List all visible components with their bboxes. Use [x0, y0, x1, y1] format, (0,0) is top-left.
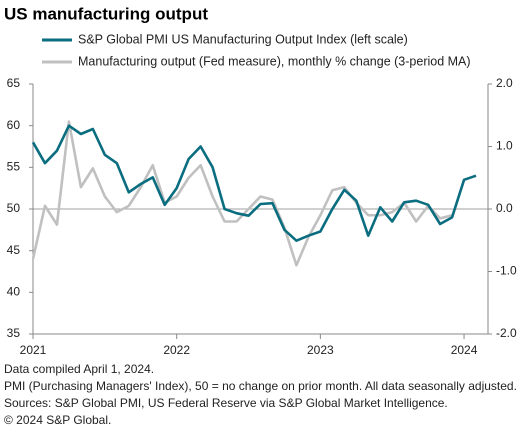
x-tick-label: 2023 — [307, 343, 334, 357]
chart-title: US manufacturing output — [4, 4, 208, 23]
y2-tick-label: 0.0 — [496, 201, 513, 215]
legend-label: S&P Global PMI US Manufacturing Output I… — [78, 32, 408, 46]
x-tick-label: 2022 — [163, 343, 190, 357]
x-tick-label: 2024 — [451, 343, 478, 357]
y2-tick-label: 2.0 — [496, 76, 513, 90]
x-tick-label: 2021 — [20, 343, 47, 357]
y2-tick-label: -2.0 — [496, 326, 517, 340]
y-tick-label: 65 — [7, 76, 21, 90]
y-tick-label: 55 — [7, 160, 21, 174]
y-tick-label: 45 — [7, 243, 21, 257]
y-tick-label: 60 — [7, 118, 21, 132]
y2-tick-label: -1.0 — [496, 264, 517, 278]
y-tick-label: 50 — [7, 201, 21, 215]
footnote: Sources: S&P Global PMI, US Federal Rese… — [4, 396, 448, 410]
footnote: Data compiled April 1, 2024. — [4, 362, 154, 376]
y-tick-label: 35 — [7, 326, 21, 340]
footnote: PMI (Purchasing Managers' Index), 50 = n… — [4, 379, 517, 393]
series-line — [31, 124, 477, 242]
footnote: © 2024 S&P Global. — [4, 413, 111, 427]
y2-tick-label: 1.0 — [496, 139, 513, 153]
y-tick-label: 40 — [7, 285, 21, 299]
series-line — [31, 120, 453, 267]
legend-label: Manufacturing output (Fed measure), mont… — [78, 54, 471, 68]
